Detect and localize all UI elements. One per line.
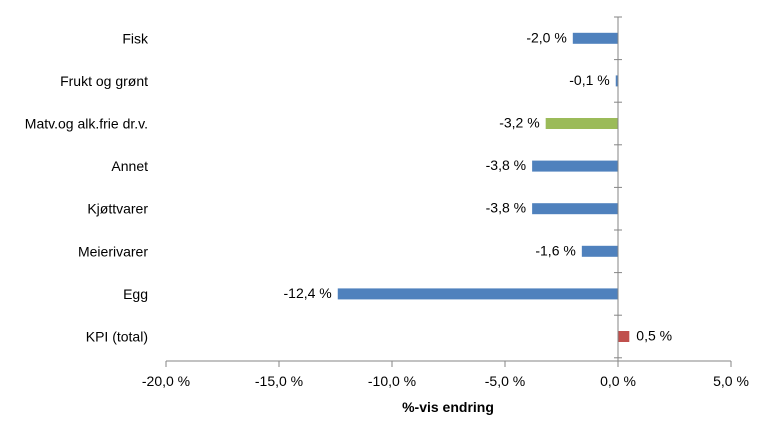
bar	[532, 203, 618, 215]
x-axis-title: %-vis endring	[402, 399, 494, 415]
bar	[615, 75, 618, 87]
data-label: 0,5 %	[636, 328, 672, 344]
bar	[581, 245, 618, 257]
bars	[337, 32, 630, 342]
bar	[618, 331, 630, 342]
axes: -20,0 % -15,0 % -10,0 % -5,0 % 0,0 % 5,0 %	[142, 16, 749, 389]
x-tick-label: 0,0 %	[600, 373, 636, 389]
category-label: Meierivarer	[78, 243, 148, 259]
bar	[337, 288, 618, 300]
category-label: Frukt og grønt	[60, 73, 148, 89]
category-label: Egg	[123, 286, 148, 302]
x-tick-label: -10,0 %	[368, 373, 416, 389]
x-tick-label: -5,0 %	[485, 373, 525, 389]
category-label: Kjøttvarer	[87, 201, 148, 217]
data-labels: -2,0 % -0,1 % -3,2 % -3,8 % -3,8 % -1,6 % -12,…	[284, 29, 673, 343]
category-label: KPI (total)	[86, 329, 148, 345]
data-label: -3,8 %	[486, 200, 526, 216]
category-labels: Fisk Frukt og grønt Matv.og alk.frie dr.v.…	[25, 30, 149, 344]
data-label: -3,8 %	[486, 157, 526, 173]
x-tick-label: -20,0 %	[142, 373, 190, 389]
data-label: -12,4 %	[284, 285, 332, 301]
x-tick-label: -15,0 %	[255, 373, 303, 389]
data-label: -2,0 %	[526, 29, 566, 45]
category-label: Fisk	[122, 30, 149, 46]
data-label: -0,1 %	[569, 72, 609, 88]
bar	[532, 160, 618, 172]
category-label: Matv.og alk.frie dr.v.	[25, 116, 148, 132]
data-label: -1,6 %	[535, 242, 575, 258]
data-label: -3,2 %	[499, 115, 539, 131]
x-tick-label: 5,0 %	[713, 373, 749, 389]
category-label: Annet	[111, 158, 148, 174]
bar	[572, 32, 618, 44]
bar	[545, 118, 618, 129]
